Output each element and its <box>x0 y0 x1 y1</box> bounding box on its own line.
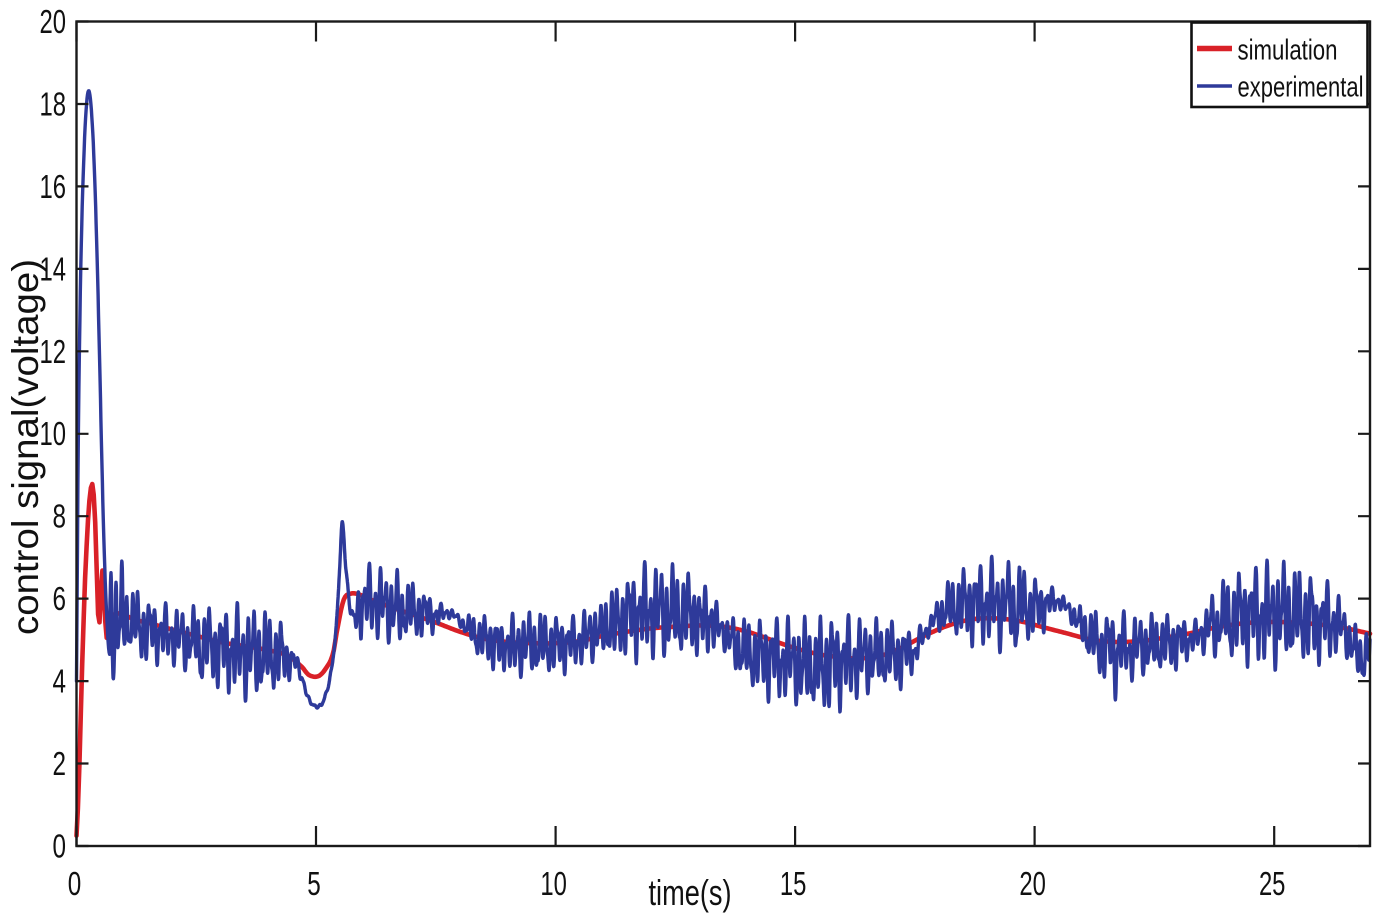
svg-text:0: 0 <box>68 865 82 902</box>
svg-text:6: 6 <box>53 580 67 617</box>
svg-text:4: 4 <box>53 663 67 700</box>
svg-text:8: 8 <box>53 498 67 535</box>
svg-text:20: 20 <box>1019 865 1046 902</box>
svg-text:25: 25 <box>1259 865 1286 902</box>
svg-text:simulation: simulation <box>1238 34 1338 66</box>
svg-text:20: 20 <box>40 3 67 40</box>
svg-text:16: 16 <box>40 168 67 205</box>
svg-text:0: 0 <box>53 828 67 865</box>
svg-text:18: 18 <box>40 86 67 123</box>
svg-text:experimental: experimental <box>1238 71 1364 103</box>
svg-text:time(s): time(s) <box>649 872 732 913</box>
svg-text:10: 10 <box>540 865 567 902</box>
svg-text:15: 15 <box>780 865 807 902</box>
svg-text:14: 14 <box>40 250 67 287</box>
svg-text:5: 5 <box>307 865 321 902</box>
svg-text:10: 10 <box>40 415 67 452</box>
svg-text:12: 12 <box>40 333 67 370</box>
svg-text:control signal(voltage): control signal(voltage) <box>5 259 46 635</box>
svg-text:2: 2 <box>53 745 67 782</box>
